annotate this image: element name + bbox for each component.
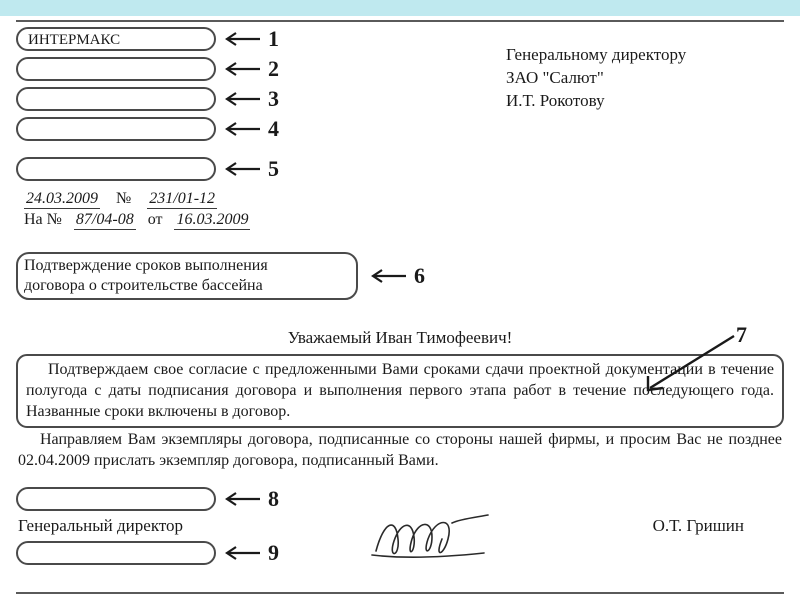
addressee-line-2: ЗАО "Салют" (506, 67, 686, 90)
body-after-box: Направляем Вам экземпляры договора, подп… (16, 430, 784, 472)
callout-8: 8 (222, 486, 279, 512)
callout-2-number: 2 (268, 56, 279, 82)
decorative-top-bar (0, 0, 800, 16)
callout-7: 7 (636, 330, 756, 405)
header-pill-1-field: ИНТЕРМАКС (16, 27, 216, 51)
callout-3: 3 (222, 86, 279, 112)
callout-1: 1 (222, 26, 279, 52)
callout-5: 5 (222, 156, 279, 182)
header-pill-4-field (16, 117, 216, 141)
document-sheet: Генеральному директору ЗАО "Салют" И.Т. … (16, 20, 784, 594)
ref-date: 24.03.2009 (24, 190, 100, 209)
arrow-left-icon (368, 267, 408, 285)
callout-5-number: 5 (268, 156, 279, 182)
arrow-left-icon (222, 490, 262, 508)
ref-no: 231/01-12 (147, 190, 217, 209)
ref-reply-from-label: от (148, 211, 163, 228)
callout-2: 2 (222, 56, 279, 82)
signature-name: О.Т. Гришин (653, 516, 744, 536)
arrow-left-icon (222, 90, 262, 108)
header-pill-row-4: 4 (16, 116, 784, 142)
arrow-left-icon (222, 160, 262, 178)
callout-8-number: 8 (268, 486, 279, 512)
subject-line-1: Подтверждение сроков выполнения (24, 256, 344, 276)
body-paragraph-2: Направляем Вам экземпляры договора, подп… (18, 430, 782, 472)
header-pill-5-field (16, 157, 216, 181)
ref-reply-prefix: На № (24, 211, 62, 228)
ref-reply-date: 16.03.2009 (174, 211, 250, 230)
callout-1-number: 1 (268, 26, 279, 52)
ref-reply-no: 87/04-08 (74, 211, 136, 230)
subject-field: Подтверждение сроков выполнения договора… (16, 252, 358, 300)
handwritten-signature-icon (366, 509, 496, 564)
arrow-left-icon (222, 60, 262, 78)
header-pill-2-field (16, 57, 216, 81)
callout-4: 4 (222, 116, 279, 142)
addressee-line-1: Генеральному директору (506, 44, 686, 67)
arrow-left-icon (222, 544, 262, 562)
callout-7-number: 7 (736, 322, 747, 348)
signature-title: Генеральный директор (18, 516, 183, 536)
arrow-left-icon (222, 30, 262, 48)
signature-pill-8 (16, 487, 216, 511)
addressee-line-3: И.Т. Рокотову (506, 90, 686, 113)
ref-no-label: № (116, 190, 131, 207)
addressee-block: Генеральному директору ЗАО "Салют" И.Т. … (506, 44, 686, 113)
callout-6: 6 (368, 263, 425, 289)
signature-pill-9 (16, 541, 216, 565)
reference-block: 24.03.2009 № 231/01-12 На № 87/04-08 от … (24, 190, 784, 230)
callout-6-number: 6 (414, 263, 425, 289)
subject-line-2: договора о строительстве бассейна (24, 276, 344, 296)
header-pill-row-5: 5 (16, 156, 784, 182)
arrow-left-icon (222, 120, 262, 138)
callout-9-number: 9 (268, 540, 279, 566)
subject-row: Подтверждение сроков выполнения договора… (16, 252, 784, 300)
header-pill-3-field (16, 87, 216, 111)
callout-9: 9 (222, 540, 279, 566)
callout-4-number: 4 (268, 116, 279, 142)
callout-3-number: 3 (268, 86, 279, 112)
